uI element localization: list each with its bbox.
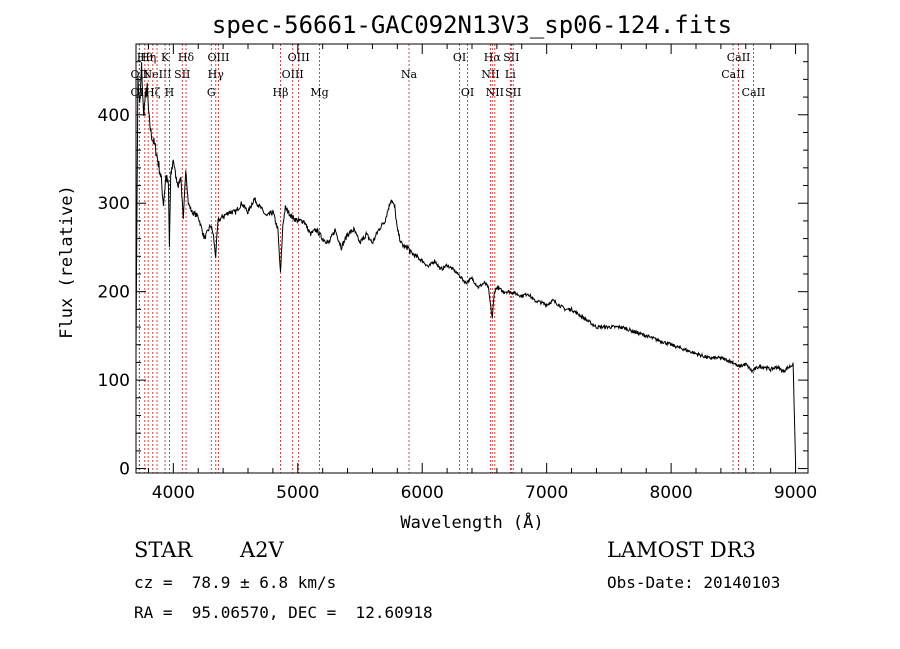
y-tick-label: 100	[98, 371, 130, 391]
object-subclass: A2V	[240, 538, 284, 562]
line-marker-label: G	[207, 86, 216, 99]
x-axis-title: Wavelength (Å)	[400, 511, 543, 533]
line-marker-label: H	[165, 86, 175, 99]
velocity-readout: cz = 78.9 ± 6.8 km/s	[134, 573, 337, 592]
line-marker-label: CaII	[742, 86, 766, 99]
line-marker-label: SII	[505, 86, 521, 99]
axis-ticks: 4000 5000 6000 7000 8000 9000 0 100 200 300 400	[98, 44, 817, 503]
line-marker-label: OIII	[282, 68, 304, 81]
line-marker-label: OI	[453, 51, 466, 64]
plot-frame	[135, 43, 809, 474]
spectrum-line	[135, 62, 797, 465]
chart-title: spec-56661-GAC092N13V3_sp06-124.fits	[212, 11, 732, 39]
line-marker-label: Hθ	[137, 51, 154, 64]
object-class: STAR	[134, 538, 193, 562]
line-marker-label: K	[161, 51, 170, 64]
series-layer	[135, 62, 797, 465]
line-marker-label: Hγ	[208, 68, 225, 81]
coordinates-readout: RA = 95.06570, DEC = 12.60918	[134, 603, 433, 622]
survey-name: LAMOST DR3	[607, 538, 756, 562]
line-marker-label: Hη	[140, 51, 156, 64]
line-marker-label: CaII	[721, 68, 745, 81]
line-marker-label: NII	[481, 68, 499, 81]
x-tick-label: 6000	[401, 483, 444, 503]
observation-date: Obs-Date: 20140103	[607, 573, 781, 592]
line-marker-label: NII	[486, 86, 504, 99]
x-tick-label: 7000	[525, 483, 568, 503]
line-marker-label: CaII	[727, 51, 751, 64]
line-marker-label: Li	[505, 68, 516, 81]
emission-line-markers: OIIOIIHθHηHζNeIIIKHSIIHδGHγOIIIHβOIIIOII…	[131, 44, 766, 473]
x-tick-label: 4000	[152, 483, 195, 503]
y-tick-label: 0	[119, 460, 130, 480]
y-tick-label: 200	[98, 283, 130, 303]
line-marker-label: Hβ	[273, 86, 289, 99]
x-tick-label: 9000	[774, 483, 817, 503]
y-tick-label: 300	[98, 194, 130, 214]
x-tick-label: 5000	[276, 483, 319, 503]
line-marker-label: Na	[401, 68, 418, 81]
line-marker-label: OIII	[288, 51, 310, 64]
line-marker-label: Mg	[310, 86, 328, 99]
line-marker-label: OI	[461, 86, 474, 99]
y-tick-label: 400	[98, 106, 130, 126]
line-marker-label: OII	[131, 68, 149, 81]
y-axis-title: Flux (relative)	[57, 185, 77, 339]
line-marker-label: Hδ	[178, 51, 195, 64]
line-marker-label: SII	[503, 51, 519, 64]
line-marker-label: NeIII	[142, 68, 171, 81]
line-marker-label: Hα	[484, 51, 502, 64]
line-marker-label: SII	[174, 68, 190, 81]
x-tick-label: 8000	[649, 483, 692, 503]
line-marker-label: OIII	[207, 51, 229, 64]
